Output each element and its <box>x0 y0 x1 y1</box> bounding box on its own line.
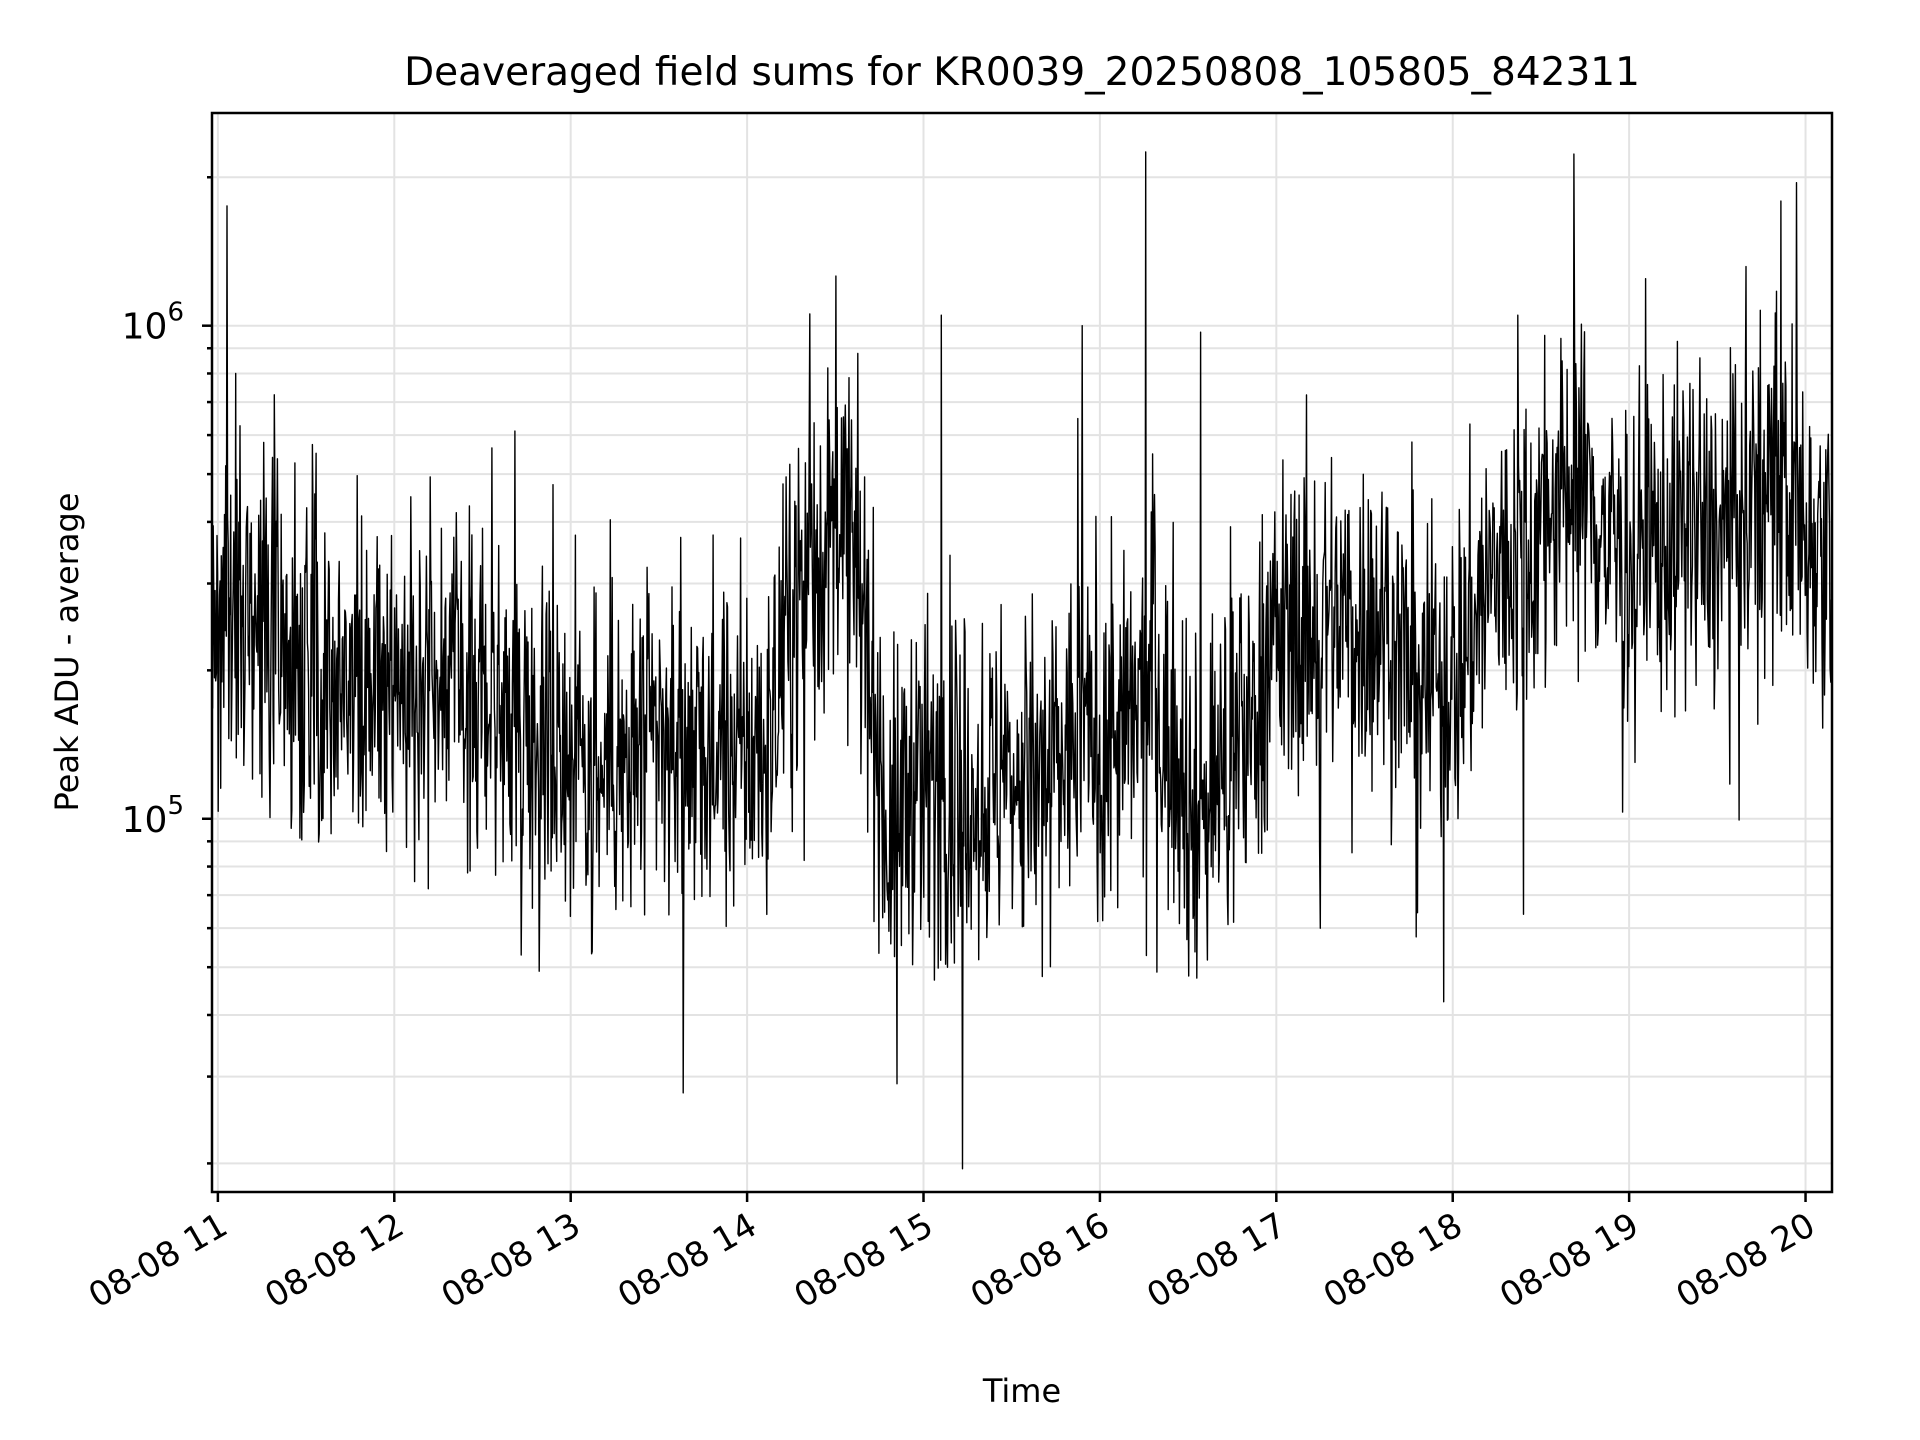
y-tick-exponent: 5 <box>167 791 184 821</box>
y-tick-label: 105 <box>122 791 184 841</box>
series-line <box>211 151 1833 1170</box>
chart-title: Deaveraged field sums for KR0039_2025080… <box>404 50 1640 95</box>
y-tick-base: 10 <box>122 307 168 348</box>
y-tick-label: 106 <box>122 298 184 348</box>
series-layer <box>211 151 1833 1170</box>
x-axis-label: Time <box>982 1372 1061 1410</box>
plot-frame <box>210 111 1834 1194</box>
y-axis-label: Peak ADU - average <box>48 493 86 812</box>
y-tick-exponent: 6 <box>167 298 184 328</box>
y-tick-base: 10 <box>122 800 168 841</box>
